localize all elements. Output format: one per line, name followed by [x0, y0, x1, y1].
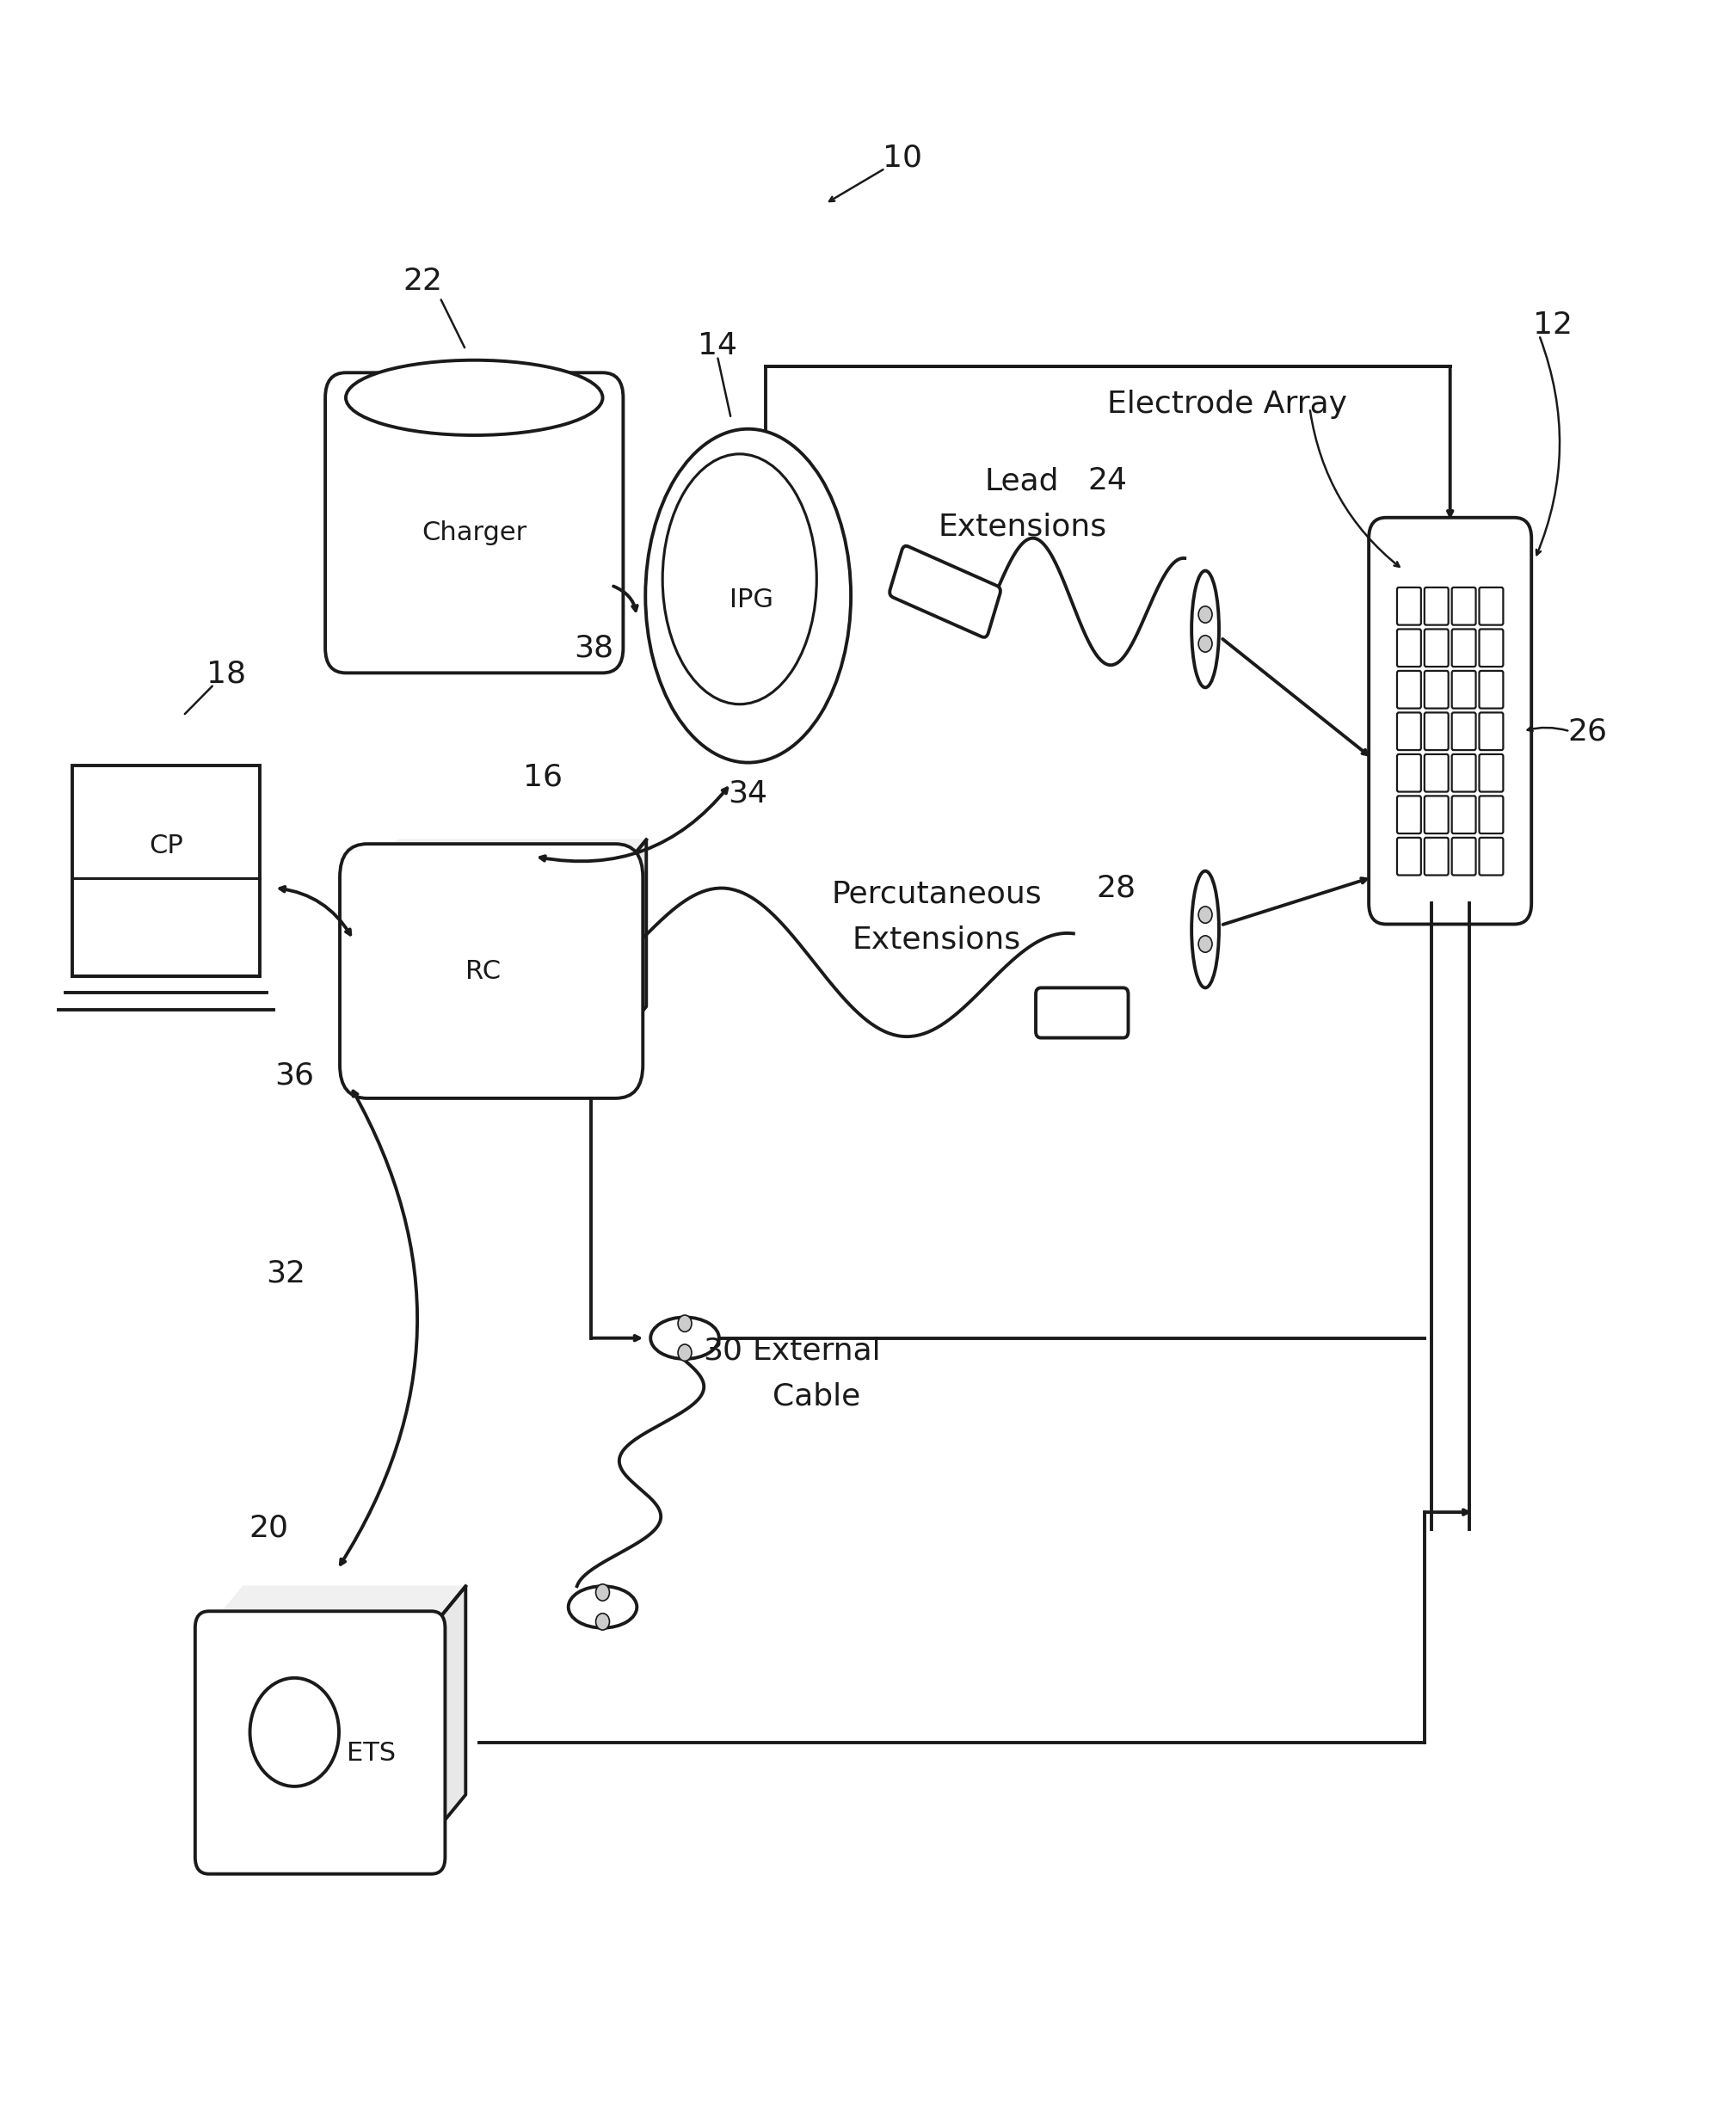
- Text: 24: 24: [1088, 466, 1127, 496]
- FancyBboxPatch shape: [1425, 755, 1448, 791]
- FancyBboxPatch shape: [1425, 588, 1448, 624]
- FancyBboxPatch shape: [1425, 837, 1448, 875]
- Ellipse shape: [646, 428, 851, 763]
- Text: 28: 28: [1097, 873, 1135, 903]
- Text: Extensions: Extensions: [937, 512, 1106, 542]
- FancyBboxPatch shape: [1479, 795, 1503, 833]
- FancyBboxPatch shape: [1451, 588, 1476, 624]
- Polygon shape: [208, 1586, 465, 1628]
- FancyBboxPatch shape: [1451, 671, 1476, 709]
- Ellipse shape: [663, 453, 816, 704]
- FancyBboxPatch shape: [1425, 628, 1448, 666]
- FancyBboxPatch shape: [889, 546, 1000, 637]
- Circle shape: [1198, 635, 1212, 652]
- Text: 32: 32: [266, 1259, 306, 1289]
- FancyBboxPatch shape: [1397, 713, 1422, 751]
- Text: 10: 10: [882, 143, 922, 173]
- Text: 36: 36: [274, 1061, 314, 1090]
- Text: 26: 26: [1568, 717, 1608, 747]
- FancyBboxPatch shape: [1397, 671, 1422, 709]
- FancyBboxPatch shape: [1451, 628, 1476, 666]
- Text: Electrode Array: Electrode Array: [1108, 390, 1347, 418]
- FancyBboxPatch shape: [340, 844, 642, 1099]
- Circle shape: [1198, 907, 1212, 924]
- Text: Lead: Lead: [984, 466, 1059, 496]
- Circle shape: [250, 1679, 339, 1786]
- Text: 14: 14: [698, 331, 738, 361]
- Ellipse shape: [568, 1586, 637, 1628]
- FancyBboxPatch shape: [1479, 671, 1503, 709]
- FancyBboxPatch shape: [1425, 795, 1448, 833]
- FancyBboxPatch shape: [1397, 755, 1422, 791]
- Polygon shape: [432, 1586, 465, 1837]
- FancyBboxPatch shape: [1479, 837, 1503, 875]
- Text: Percutaneous: Percutaneous: [832, 879, 1042, 909]
- Ellipse shape: [651, 1318, 719, 1358]
- Circle shape: [679, 1343, 691, 1360]
- FancyBboxPatch shape: [325, 373, 623, 673]
- FancyBboxPatch shape: [1451, 713, 1476, 751]
- FancyBboxPatch shape: [1397, 588, 1422, 624]
- FancyBboxPatch shape: [1425, 671, 1448, 709]
- Text: 22: 22: [403, 266, 443, 295]
- Ellipse shape: [1191, 871, 1219, 987]
- Text: External: External: [752, 1335, 880, 1365]
- FancyBboxPatch shape: [1451, 795, 1476, 833]
- FancyBboxPatch shape: [1397, 795, 1422, 833]
- Text: IPG: IPG: [729, 588, 774, 612]
- FancyBboxPatch shape: [1036, 987, 1128, 1038]
- Text: 20: 20: [248, 1512, 288, 1542]
- Ellipse shape: [345, 361, 602, 434]
- FancyBboxPatch shape: [1397, 837, 1422, 875]
- Text: 34: 34: [729, 778, 767, 808]
- Text: ETS: ETS: [347, 1740, 396, 1765]
- Bar: [71, 766, 260, 976]
- FancyBboxPatch shape: [1397, 628, 1422, 666]
- Polygon shape: [616, 839, 646, 1044]
- Polygon shape: [368, 839, 646, 877]
- FancyBboxPatch shape: [1479, 628, 1503, 666]
- FancyBboxPatch shape: [194, 1611, 444, 1875]
- FancyBboxPatch shape: [1368, 517, 1531, 924]
- Text: 30: 30: [703, 1335, 743, 1365]
- FancyBboxPatch shape: [1451, 837, 1476, 875]
- Text: Charger: Charger: [422, 521, 526, 546]
- FancyBboxPatch shape: [1479, 588, 1503, 624]
- Text: CP: CP: [149, 833, 182, 858]
- Circle shape: [595, 1613, 609, 1630]
- Ellipse shape: [1191, 572, 1219, 688]
- Text: RC: RC: [465, 960, 500, 983]
- Circle shape: [595, 1584, 609, 1601]
- FancyBboxPatch shape: [1425, 713, 1448, 751]
- FancyBboxPatch shape: [1479, 755, 1503, 791]
- Text: 12: 12: [1533, 310, 1573, 340]
- Text: Cable: Cable: [773, 1381, 861, 1411]
- Text: 16: 16: [523, 763, 562, 791]
- Text: 18: 18: [207, 660, 247, 690]
- Circle shape: [679, 1316, 691, 1331]
- Text: Extensions: Extensions: [852, 926, 1021, 955]
- Circle shape: [1198, 936, 1212, 953]
- Circle shape: [1198, 605, 1212, 622]
- FancyBboxPatch shape: [1451, 755, 1476, 791]
- FancyBboxPatch shape: [1479, 713, 1503, 751]
- Text: 38: 38: [575, 633, 615, 662]
